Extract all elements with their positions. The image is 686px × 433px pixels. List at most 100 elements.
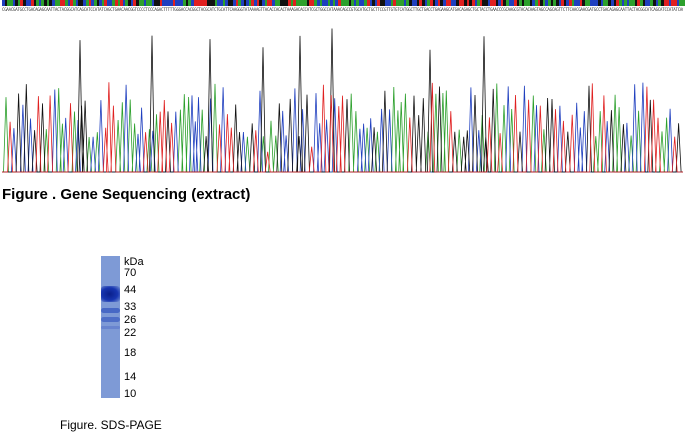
base-call-cell bbox=[592, 0, 596, 6]
base-call-cell bbox=[269, 0, 273, 6]
base-call-cell bbox=[130, 0, 134, 6]
base-call-cell bbox=[141, 0, 144, 6]
base-call-cell bbox=[335, 0, 338, 6]
base-call-cell bbox=[537, 0, 541, 6]
base-call-cell bbox=[382, 0, 386, 6]
base-call-cell bbox=[117, 0, 121, 6]
base-call-cell bbox=[238, 0, 241, 6]
base-call-cell bbox=[380, 0, 383, 6]
base-call-cell bbox=[464, 0, 467, 6]
base-call-cell bbox=[196, 0, 199, 6]
base-call-cell bbox=[204, 0, 207, 6]
base-call-cell bbox=[46, 0, 50, 6]
base-call-cell bbox=[369, 0, 373, 6]
base-call-cell bbox=[595, 0, 598, 6]
base-call-cell bbox=[133, 0, 136, 6]
base-call-cell bbox=[4, 0, 8, 6]
base-call-cell bbox=[558, 0, 562, 6]
base-call-cell bbox=[482, 0, 485, 6]
base-call-cell bbox=[503, 0, 506, 6]
gel-marker-label: 10 bbox=[124, 388, 137, 400]
base-call-cell bbox=[524, 0, 527, 6]
base-call-cell bbox=[571, 0, 575, 6]
base-call-cell bbox=[67, 0, 71, 6]
base-call-cell bbox=[471, 0, 475, 6]
base-call-cell bbox=[545, 0, 548, 6]
base-call-cell bbox=[642, 0, 646, 6]
base-call-cell bbox=[513, 0, 517, 6]
gel-band-main bbox=[101, 286, 120, 302]
base-call-cell bbox=[569, 0, 572, 6]
base-call-cell bbox=[356, 0, 359, 6]
base-call-cell bbox=[101, 0, 105, 6]
base-call-cell bbox=[319, 0, 323, 6]
base-call-cell bbox=[550, 0, 554, 6]
base-call-cell bbox=[75, 0, 79, 6]
base-call-cell bbox=[154, 0, 157, 6]
base-call-cell bbox=[555, 0, 559, 6]
base-call-cell bbox=[681, 0, 685, 6]
base-call-cell bbox=[135, 0, 139, 6]
base-call-cell bbox=[487, 0, 491, 6]
base-call-cell bbox=[437, 0, 441, 6]
base-call-cell bbox=[51, 0, 55, 6]
base-call-cell bbox=[162, 0, 165, 6]
base-call-cell bbox=[109, 0, 113, 6]
base-call-cell bbox=[206, 0, 210, 6]
base-call-cell bbox=[23, 0, 26, 6]
base-call-cell bbox=[107, 0, 110, 6]
base-call-cell bbox=[561, 0, 564, 6]
base-call-cell bbox=[198, 0, 202, 6]
base-call-cell bbox=[616, 0, 619, 6]
base-call-cell bbox=[49, 0, 52, 6]
base-call-cell bbox=[469, 0, 472, 6]
base-call-cell bbox=[445, 0, 449, 6]
base-call-cell bbox=[639, 0, 643, 6]
base-call-cell bbox=[191, 0, 194, 6]
gel-marker-label: 44 bbox=[124, 284, 137, 296]
base-call-cell bbox=[256, 0, 260, 6]
base-call-cell bbox=[120, 0, 123, 6]
base-call-cell bbox=[62, 0, 65, 6]
base-call-cell bbox=[351, 0, 354, 6]
base-call-cell bbox=[185, 0, 189, 6]
base-call-cell bbox=[149, 0, 152, 6]
base-call-cell bbox=[122, 0, 126, 6]
base-call-cell bbox=[416, 0, 420, 6]
base-call-cell bbox=[590, 0, 593, 6]
trace-g bbox=[2, 28, 683, 173]
base-call-cell bbox=[443, 0, 446, 6]
base-call-cell bbox=[600, 0, 604, 6]
base-call-cell bbox=[679, 0, 682, 6]
base-call-cell bbox=[17, 0, 21, 6]
base-call-cell bbox=[645, 0, 648, 6]
gel-band-faint bbox=[101, 326, 120, 329]
base-call-cell bbox=[88, 0, 92, 6]
base-call-cell bbox=[424, 0, 428, 6]
base-call-cell bbox=[275, 0, 278, 6]
base-call-cell bbox=[343, 0, 346, 6]
base-call-cell bbox=[506, 0, 509, 6]
base-call-cell bbox=[219, 0, 223, 6]
base-call-cell bbox=[411, 0, 415, 6]
base-call-cell bbox=[2, 0, 5, 6]
base-call-cell bbox=[214, 0, 218, 6]
base-call-cell bbox=[12, 0, 16, 6]
base-call-cell bbox=[93, 0, 97, 6]
base-call-cell bbox=[222, 0, 226, 6]
base-call-cell bbox=[180, 0, 184, 6]
base-call-cell bbox=[104, 0, 107, 6]
base-call-cell bbox=[414, 0, 417, 6]
base-call-cell bbox=[303, 0, 307, 6]
base-call-cell bbox=[20, 0, 23, 6]
base-call-cell bbox=[33, 0, 37, 6]
base-call-cell bbox=[65, 0, 68, 6]
gel-marker-label: 70 bbox=[124, 267, 137, 279]
base-call-cell bbox=[450, 0, 454, 6]
base-call-cell bbox=[448, 0, 451, 6]
base-call-cell bbox=[38, 0, 42, 6]
base-call-cell bbox=[611, 0, 614, 6]
base-call-cell bbox=[440, 0, 443, 6]
base-call-cell bbox=[511, 0, 514, 6]
base-call-cell bbox=[532, 0, 535, 6]
